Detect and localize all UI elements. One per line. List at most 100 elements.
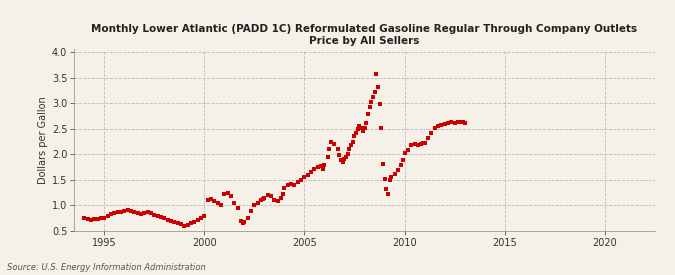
Point	[374, 102, 385, 106]
Point	[257, 197, 268, 202]
Point	[299, 175, 310, 180]
Point	[182, 223, 193, 227]
Point	[142, 210, 153, 214]
Point	[319, 162, 330, 167]
Point	[277, 192, 288, 196]
Point	[129, 210, 140, 214]
Point	[354, 124, 365, 128]
Point	[292, 180, 303, 185]
Point	[399, 151, 410, 155]
Point	[242, 216, 253, 221]
Point	[412, 143, 423, 147]
Point	[238, 221, 248, 226]
Point	[256, 198, 267, 202]
Point	[105, 212, 116, 216]
Point	[459, 120, 470, 125]
Point	[356, 125, 367, 130]
Point	[423, 136, 433, 140]
Point	[409, 142, 420, 146]
Point	[222, 191, 233, 195]
Point	[323, 155, 333, 159]
Point	[79, 216, 90, 221]
Point	[384, 178, 395, 182]
Point	[335, 158, 346, 163]
Point	[439, 122, 450, 126]
Point	[192, 218, 203, 222]
Point	[189, 220, 200, 224]
Point	[458, 120, 468, 124]
Point	[202, 198, 213, 202]
Point	[429, 125, 440, 130]
Point	[139, 211, 150, 215]
Point	[342, 152, 353, 156]
Point	[126, 208, 136, 213]
Point	[366, 100, 377, 104]
Point	[282, 183, 293, 187]
Point	[209, 199, 220, 204]
Point	[433, 124, 443, 128]
Point	[132, 211, 143, 215]
Point	[325, 139, 336, 144]
Point	[149, 213, 160, 217]
Point	[352, 126, 363, 131]
Point	[266, 194, 277, 199]
Point	[341, 155, 352, 159]
Point	[393, 167, 404, 172]
Point	[302, 172, 313, 177]
Point	[373, 85, 383, 89]
Point	[389, 172, 400, 176]
Point	[443, 120, 454, 125]
Point	[402, 148, 413, 152]
Point	[358, 129, 369, 133]
Point	[259, 196, 270, 200]
Point	[324, 147, 335, 152]
Point	[273, 199, 284, 204]
Point	[153, 213, 163, 218]
Point	[286, 182, 296, 186]
Point	[371, 72, 381, 76]
Point	[275, 196, 286, 200]
Point	[199, 213, 210, 218]
Point	[136, 212, 146, 216]
Point	[436, 122, 447, 127]
Point	[186, 221, 196, 226]
Point	[229, 201, 240, 205]
Point	[246, 208, 256, 213]
Text: Source: U.S. Energy Information Administration: Source: U.S. Energy Information Administ…	[7, 263, 205, 272]
Title: Monthly Lower Atlantic (PADD 1C) Reformulated Gasoline Regular Through Company O: Monthly Lower Atlantic (PADD 1C) Reformu…	[91, 24, 638, 46]
Point	[398, 158, 408, 163]
Point	[449, 120, 460, 125]
Point	[317, 166, 328, 171]
Point	[406, 143, 416, 147]
Point	[309, 166, 320, 171]
Point	[89, 217, 100, 221]
Point	[339, 157, 350, 162]
Point	[236, 219, 246, 223]
Point	[351, 131, 362, 135]
Point	[419, 141, 430, 145]
Point	[369, 90, 380, 94]
Point	[239, 220, 250, 224]
Point	[215, 203, 226, 208]
Point	[99, 216, 109, 220]
Point	[364, 105, 375, 109]
Point	[232, 206, 243, 210]
Point	[86, 218, 97, 222]
Point	[176, 222, 186, 227]
Point	[306, 170, 317, 174]
Point	[112, 210, 123, 214]
Point	[452, 120, 463, 124]
Point	[377, 161, 388, 166]
Point	[289, 183, 300, 187]
Point	[349, 134, 360, 139]
Point	[82, 217, 93, 221]
Point	[155, 214, 166, 219]
Point	[122, 207, 133, 212]
Point	[115, 209, 126, 214]
Point	[165, 219, 176, 223]
Point	[338, 160, 348, 164]
Point	[367, 95, 378, 99]
Point	[206, 197, 217, 202]
Point	[385, 175, 396, 180]
Point	[333, 147, 344, 152]
